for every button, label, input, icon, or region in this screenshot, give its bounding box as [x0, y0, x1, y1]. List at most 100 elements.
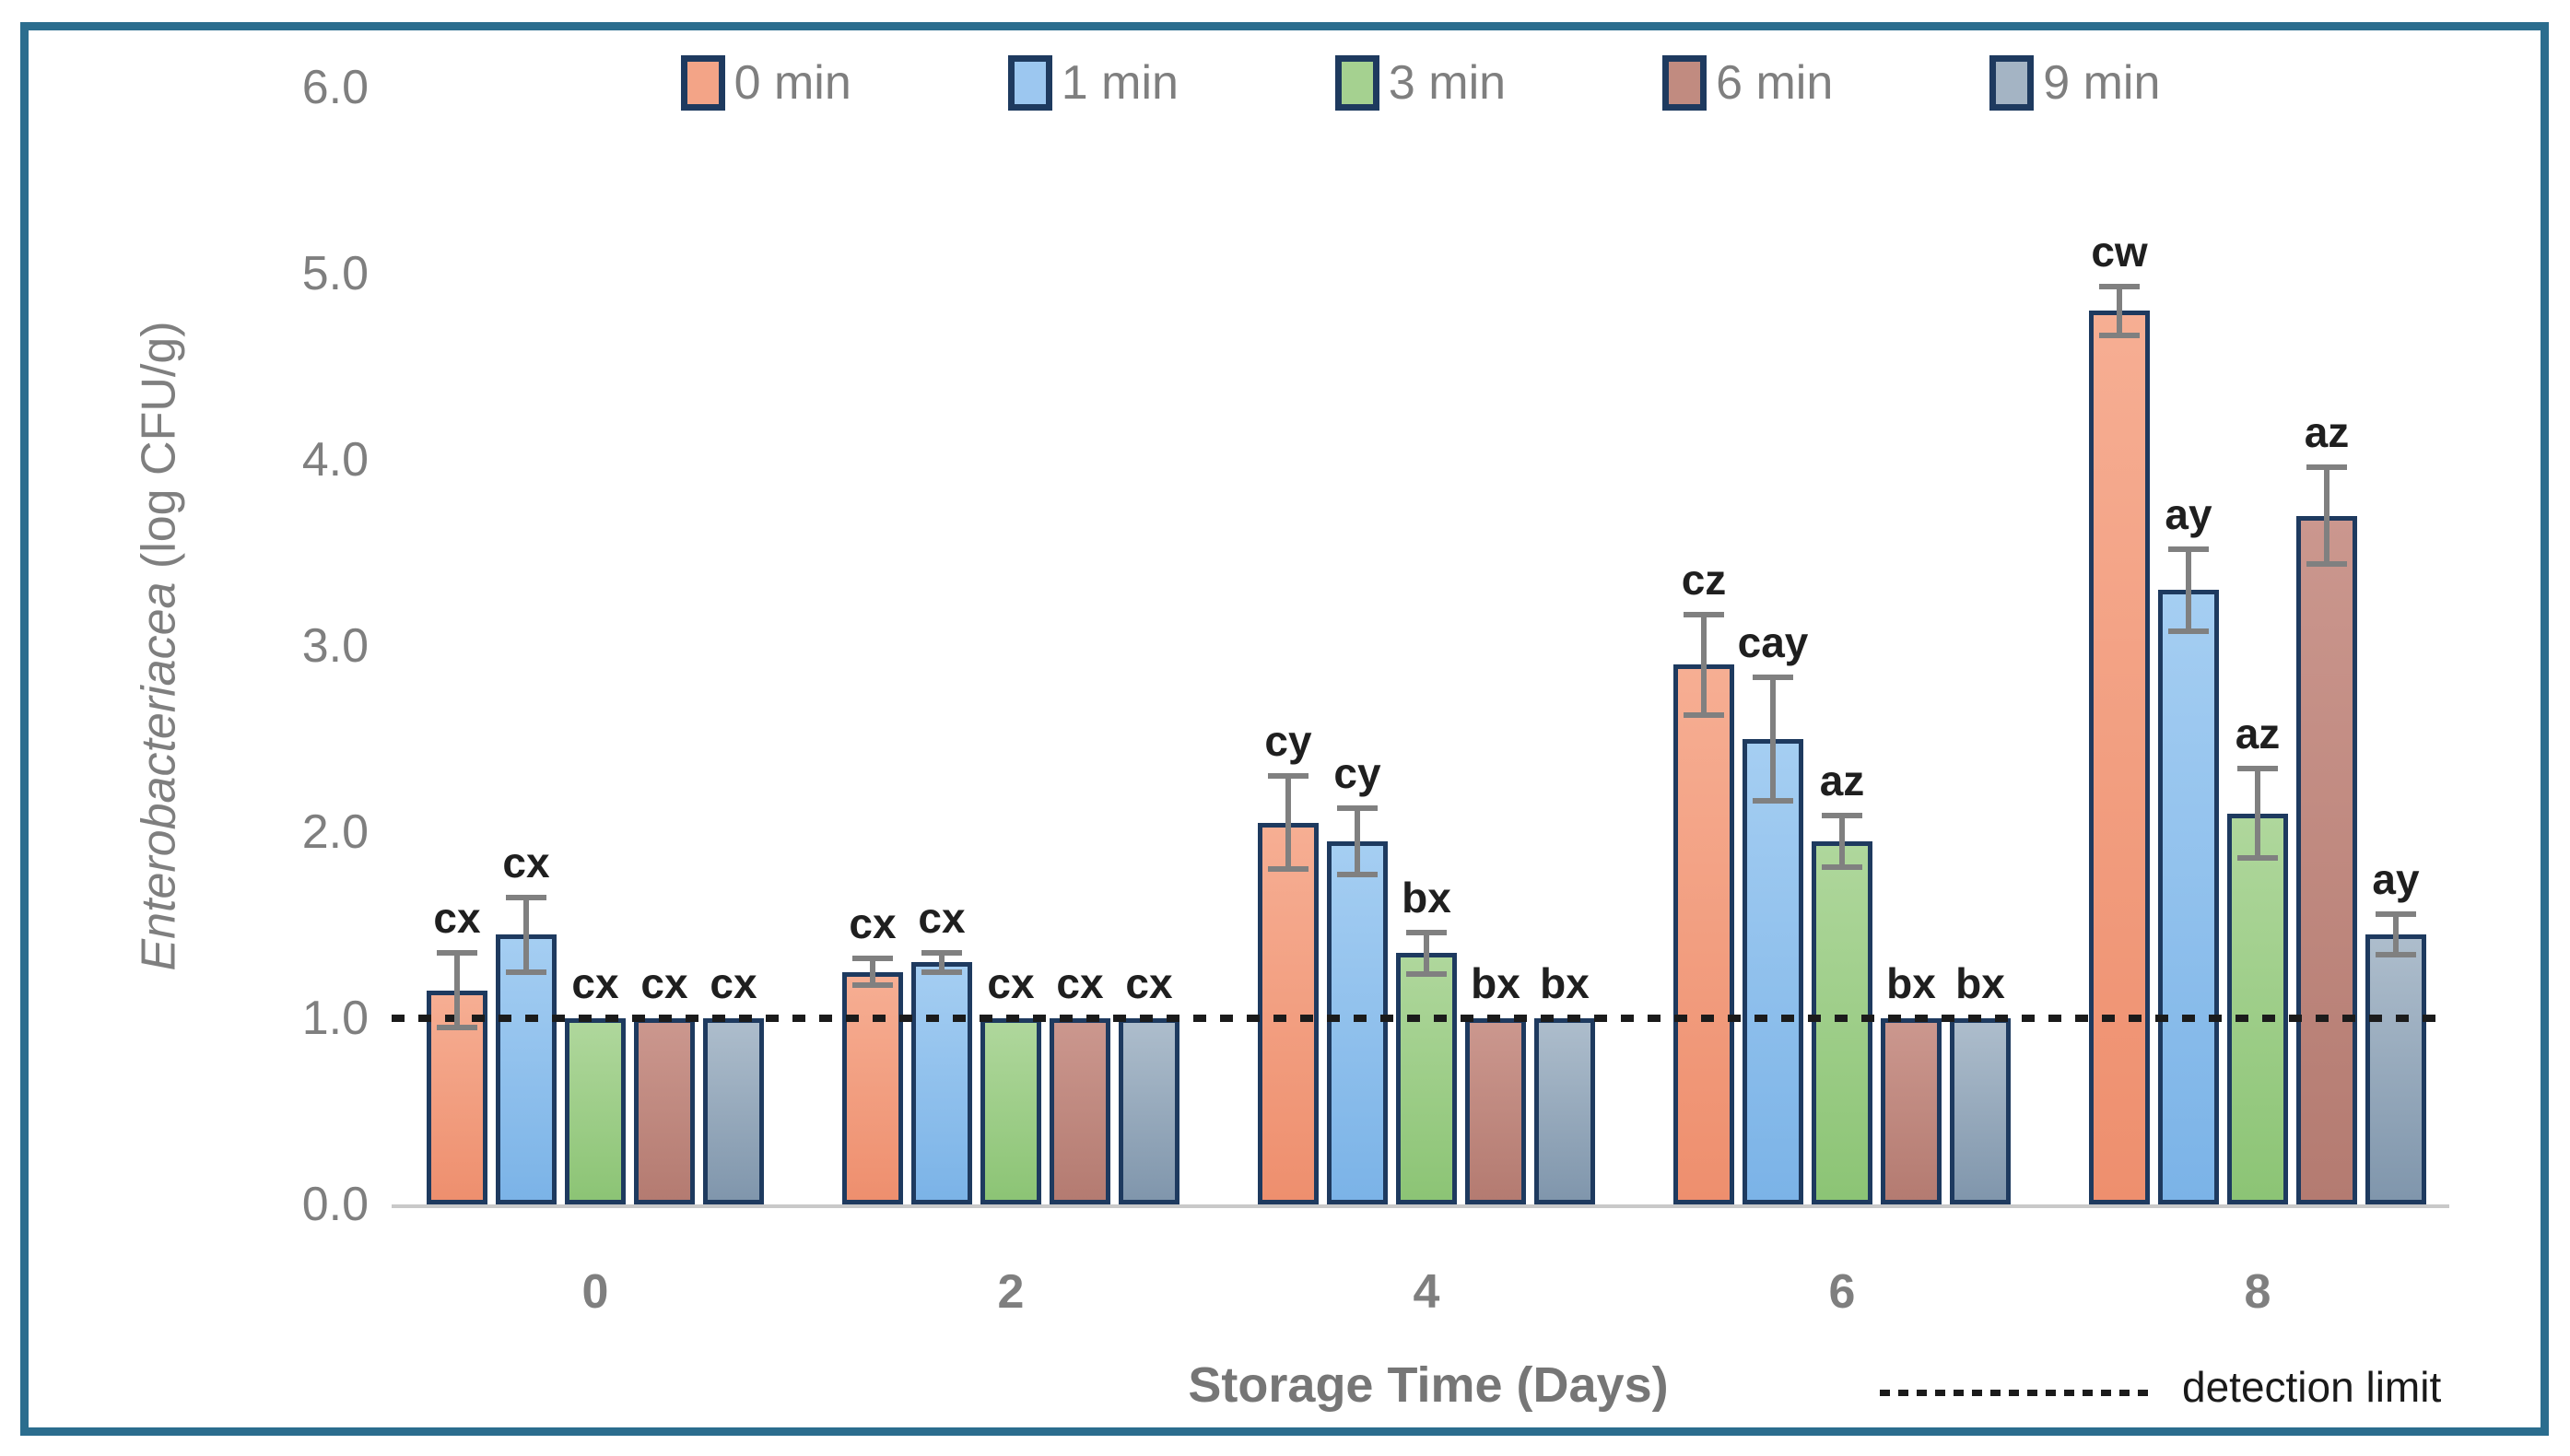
error-bar	[939, 953, 945, 972]
legend-swatch-3-min	[1334, 55, 1379, 111]
x-axis-title: Storage Time (Days)	[1188, 1357, 1669, 1413]
y-axis-tick-label: 4.0	[301, 433, 369, 487]
error-bar-cap-top	[437, 950, 477, 957]
significance-letter: cx	[987, 959, 1035, 1007]
legend-item: 0 min	[680, 55, 851, 111]
error-bar	[1839, 815, 1845, 868]
legend-item: 9 min	[1989, 55, 2160, 111]
error-bar-cap-top	[1822, 812, 1862, 818]
x-axis-tick-label: 8	[2244, 1265, 2271, 1319]
error-bar	[1770, 677, 1776, 801]
bar-6-min-day6	[1881, 1018, 1942, 1204]
y-axis-tick-label: 1.0	[301, 992, 369, 1045]
y-axis-title: Enterobacteriacea (log CFU/g)	[118, 88, 201, 1204]
y-axis-title-units: (log CFU/g)	[133, 321, 187, 582]
error-bar	[1701, 614, 1707, 715]
bar-1-min-day6	[1743, 739, 1803, 1204]
legend-item: 3 min	[1334, 55, 1507, 111]
significance-letter: cx	[849, 899, 897, 948]
x-axis-tick-label: 4	[1413, 1265, 1440, 1319]
bar-9-min-day0	[703, 1018, 764, 1204]
significance-letter: cy	[1264, 717, 1312, 766]
error-bar	[2117, 287, 2122, 335]
significance-letter: ay	[2372, 854, 2420, 903]
bar-3-min-day8	[2227, 813, 2288, 1204]
bar-6-min-day2	[1050, 1018, 1110, 1204]
detection-limit-line-sample	[1880, 1390, 2152, 1396]
y-axis-tick-label: 2.0	[301, 805, 369, 859]
error-bar-cap-bottom	[921, 969, 962, 975]
error-bar	[454, 953, 460, 1028]
x-axis-tick-label: 2	[997, 1265, 1025, 1319]
bar-3-min-day0	[565, 1018, 626, 1204]
bar-3-min-day4	[1396, 953, 1457, 1204]
error-bar-cap-top	[1406, 930, 1447, 936]
bar-9-min-day4	[1534, 1018, 1595, 1204]
error-bar-cap-top	[1337, 804, 1378, 811]
legend-swatch-1-min	[1007, 55, 1052, 111]
error-bar	[2324, 467, 2329, 565]
error-bar-cap-bottom	[2237, 855, 2278, 862]
error-bar-cap-bottom	[1684, 711, 1724, 718]
error-bar-cap-bottom	[2099, 332, 2140, 338]
bar-0-min-day4	[1258, 822, 1319, 1204]
bar-3-min-day6	[1812, 841, 1872, 1204]
bar-0-min-day8	[2089, 311, 2150, 1204]
error-bar-cap-top	[2168, 546, 2209, 552]
bar-9-min-day6	[1950, 1018, 2011, 1204]
error-bar-cap-top	[921, 950, 962, 957]
legend-label: 9 min	[2043, 56, 2161, 110]
error-bar-cap-bottom	[2168, 628, 2209, 634]
legend-label: 3 min	[1388, 56, 1507, 110]
detection-limit-line	[392, 1015, 2449, 1022]
significance-letter: az	[1819, 756, 1865, 804]
significance-letter: cx	[1125, 959, 1173, 1007]
error-bar-cap-top	[852, 956, 893, 962]
significance-letter: az	[2304, 408, 2350, 457]
y-axis-tick-label: 0.0	[301, 1178, 369, 1231]
error-bar-cap-top	[2237, 766, 2278, 772]
bar-1-min-day8	[2158, 590, 2219, 1204]
bar-0-min-day6	[1673, 664, 1734, 1204]
x-axis-tick-label: 6	[1828, 1265, 1856, 1319]
legend-item: 6 min	[1662, 55, 1833, 111]
legend-item: 1 min	[1007, 55, 1179, 111]
error-bar-cap-bottom	[1822, 864, 1862, 871]
error-bar	[1424, 933, 1429, 974]
error-bar	[870, 958, 875, 985]
bar-9-min-day8	[2365, 934, 2426, 1204]
significance-letter: cx	[640, 959, 688, 1007]
significance-letter: cw	[2091, 228, 2148, 276]
significance-letter: bx	[1955, 959, 2005, 1007]
significance-letter: cay	[1737, 618, 1809, 667]
significance-letter: cx	[918, 894, 966, 943]
error-bar-cap-top	[1753, 675, 1793, 681]
significance-letter: bx	[1402, 874, 1451, 922]
significance-letter: bx	[1886, 959, 1936, 1007]
error-bar-cap-bottom	[1268, 866, 1308, 873]
error-bar-cap-bottom	[2306, 561, 2347, 568]
error-bar	[523, 897, 529, 972]
legend-swatch-6-min	[1662, 55, 1707, 111]
y-axis-tick-label: 6.0	[301, 61, 369, 114]
error-bar-cap-top	[2099, 284, 2140, 290]
bar-6-min-day8	[2296, 515, 2357, 1204]
error-bar-cap-top	[506, 894, 546, 900]
significance-letter: cz	[1681, 555, 1727, 604]
significance-letter: az	[2235, 710, 2281, 758]
error-bar-cap-bottom	[1337, 872, 1378, 878]
significance-letter: cx	[710, 959, 757, 1007]
error-bar	[1355, 807, 1360, 875]
legend-swatch-9-min	[1989, 55, 2035, 111]
error-bar-cap-top	[2306, 464, 2347, 471]
bar-3-min-day2	[980, 1018, 1041, 1204]
x-axis-tick-label: 0	[581, 1265, 609, 1319]
significance-letter: bx	[1471, 959, 1520, 1007]
bar-6-min-day0	[634, 1018, 695, 1204]
bar-6-min-day4	[1465, 1018, 1526, 1204]
chart-legend: 0 min 1 min 3 min 6 min 9 min	[392, 55, 2449, 111]
error-bar-cap-bottom	[437, 1025, 477, 1031]
x-axis-line	[392, 1204, 2449, 1208]
y-axis-tick-label: 3.0	[301, 619, 369, 673]
